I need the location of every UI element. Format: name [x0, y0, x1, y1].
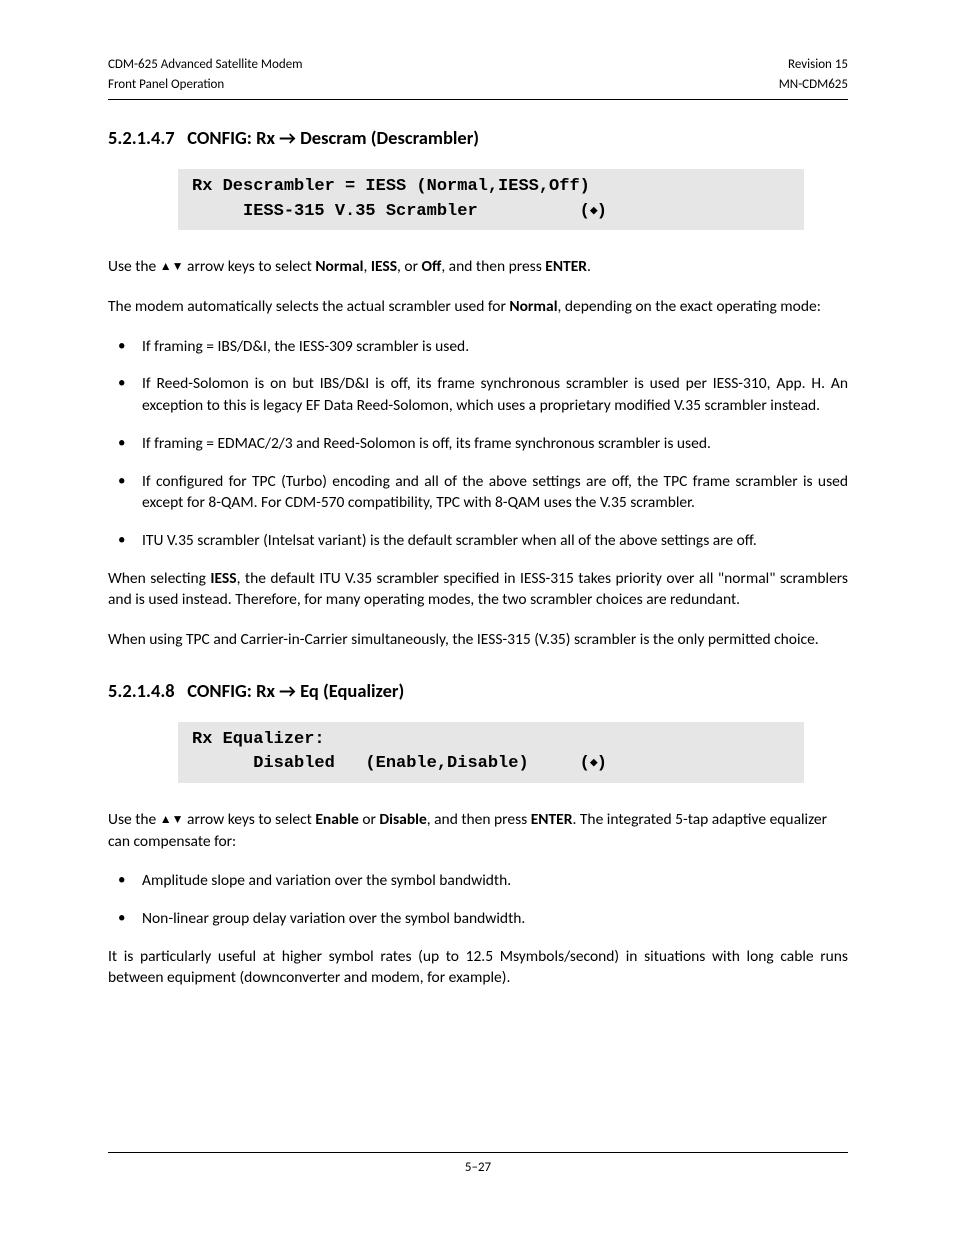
t: , and then press [427, 810, 531, 829]
t: arrow keys to select [184, 257, 316, 276]
lcd-line-2b: ) [597, 754, 607, 773]
header-right-2: MN-CDM625 [779, 76, 848, 94]
para-use-arrows: Use the ▲▼ arrow keys to select Normal , … [108, 256, 848, 278]
opt-normal: Normal [315, 257, 363, 276]
t: , and then press [441, 257, 545, 276]
key-enter: ENTER [531, 810, 573, 829]
lcd-display-eq: Rx Equalizer: Disabled (Enable,Disable) … [178, 722, 804, 783]
lcd-line-1: Rx Descrambler = IESS (Normal,IESS,Off) [192, 177, 590, 196]
header-right-1: Revision 15 [788, 56, 848, 74]
updown-icon: ◆ [590, 755, 597, 770]
arrow-keys-icon: ▲▼ [160, 260, 184, 274]
para-eq-useful: It is particularly useful at higher symb… [108, 946, 848, 989]
list-item: If configured for TPC (Turbo) encoding a… [108, 471, 848, 514]
list-item: If framing = IBS/D&I, the IESS-309 scram… [108, 336, 848, 358]
para-iess-priority: When selecting IESS, the default ITU V.3… [108, 568, 848, 611]
opt-iess: IESS [371, 257, 397, 276]
heading-text-b: Eq (Equalizer) [296, 679, 404, 702]
heading-arrow-icon: → [279, 679, 296, 702]
lcd-line-2a: Disabled (Enable,Disable) ( [192, 754, 590, 773]
page-footer: 5–27 [108, 1152, 848, 1176]
para-auto-select: The modem automatically selects the actu… [108, 296, 848, 318]
lcd-line-1: Rx Equalizer: [192, 730, 325, 749]
t: , depending on the exact operating mode: [558, 297, 821, 316]
list-item: If Reed-Solomon is on but IBS/D&I is off… [108, 373, 848, 416]
list-item: Non-linear group delay variation over th… [108, 908, 848, 930]
page-header: CDM-625 Advanced Satellite Modem Revisio… [108, 56, 848, 93]
para-eq-use-arrows: Use the ▲▼ arrow keys to select Enable o… [108, 809, 848, 852]
heading-text-a: CONFIG: Rx [187, 126, 279, 149]
header-left-2: Front Panel Operation [108, 76, 224, 94]
para-tpc-cnc: When using TPC and Carrier-in-Carrier si… [108, 629, 848, 651]
t: or [359, 810, 380, 829]
t: Use the [108, 810, 160, 829]
list-item: ITU V.35 scrambler (Intelsat variant) is… [108, 530, 848, 552]
opt-disable: Disable [379, 810, 426, 829]
opt-iess: IESS [210, 569, 236, 588]
list-item: If framing = EDMAC/2/3 and Reed-Solomon … [108, 433, 848, 455]
page-content: CDM-625 Advanced Satellite Modem Revisio… [108, 56, 848, 1007]
header-rule [108, 99, 848, 100]
opt-off: Off [422, 257, 442, 276]
bullet-list-eq: Amplitude slope and variation over the s… [108, 870, 848, 929]
t: , [363, 257, 370, 276]
footer-rule [108, 1152, 848, 1153]
list-item: Amplitude slope and variation over the s… [108, 870, 848, 892]
lcd-line-2a: IESS-315 V.35 Scrambler ( [192, 202, 590, 221]
opt-normal: Normal [509, 297, 557, 316]
page-number: 5–27 [465, 1160, 491, 1175]
opt-enable: Enable [315, 810, 358, 829]
t: , or [397, 257, 421, 276]
t: Use the [108, 257, 160, 276]
heading-arrow-icon: → [279, 126, 296, 149]
heading-text-b: Descram (Descrambler) [296, 126, 479, 149]
bullet-list-scramblers: If framing = IBS/D&I, the IESS-309 scram… [108, 336, 848, 552]
heading-number: 5.2.1.4.7 [108, 126, 175, 149]
lcd-line-2b: ) [597, 202, 607, 221]
heading-number: 5.2.1.4.8 [108, 679, 175, 702]
updown-icon: ◆ [590, 203, 597, 218]
key-enter: ENTER [545, 257, 587, 276]
t: The modem automatically selects the actu… [108, 297, 509, 316]
section-heading-descram: 5.2.1.4.7 CONFIG: Rx → Descram (Descramb… [108, 126, 848, 149]
section-heading-eq: 5.2.1.4.8 CONFIG: Rx → Eq (Equalizer) [108, 679, 848, 702]
header-left-1: CDM-625 Advanced Satellite Modem [108, 56, 303, 74]
lcd-display-descram: Rx Descrambler = IESS (Normal,IESS,Off) … [178, 169, 804, 230]
arrow-keys-icon: ▲▼ [160, 813, 184, 827]
t: arrow keys to select [184, 810, 316, 829]
t: When selecting [108, 569, 210, 588]
t: . [587, 257, 591, 276]
heading-text-a: CONFIG: Rx [187, 679, 279, 702]
